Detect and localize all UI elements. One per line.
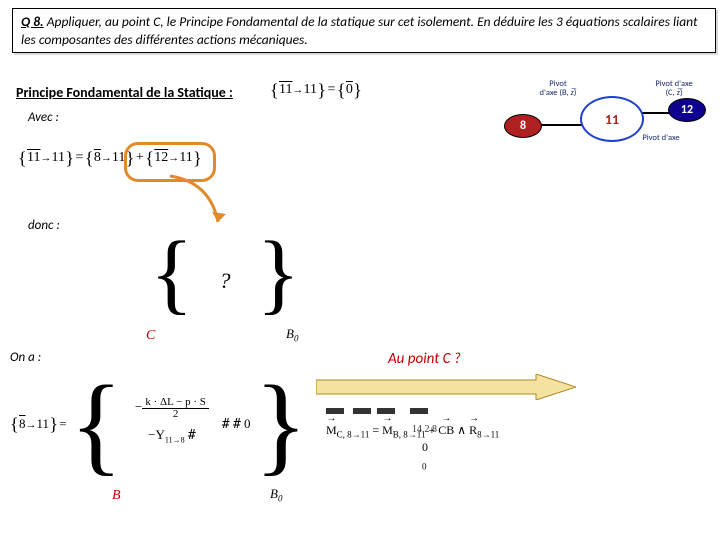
- eq1-zero: 0: [346, 82, 353, 97]
- basis-b0-label-2: B0: [270, 486, 282, 504]
- label-avec: Avec :: [28, 110, 59, 125]
- question-number: Q 8.: [21, 13, 44, 30]
- equation-decomposition: 11→11 = 8→11 + 12→11: [20, 150, 200, 166]
- node-12: 12: [668, 98, 706, 122]
- zero-sub: 00: [422, 440, 428, 471]
- basis-b0-label: B0: [286, 326, 298, 344]
- basis-c-label: C: [146, 328, 155, 344]
- label-ona: On a :: [10, 350, 41, 365]
- question-text: Appliquer, au point C, le Principe Fonda…: [21, 13, 697, 48]
- joint-label-1: Pivotd'axe (B, z̅): [530, 80, 586, 98]
- eq1-left-over: 11: [279, 82, 292, 97]
- equation-pfs-zero: 11→11 = 0: [272, 82, 360, 98]
- basis-b-label: B: [112, 488, 121, 504]
- joint-label-2: Pivot d'axe(C, z̅): [644, 80, 704, 98]
- graph-diagram: 8 11 12 Pivotd'axe (B, z̅) Pivot d'axe(C…: [496, 76, 708, 156]
- right-arrow-icon: [316, 374, 576, 400]
- torsor-8-11: 8→11 = { −k · ΔL − p · S2 −Y11→8 # # # 0…: [12, 380, 307, 468]
- edge-8-11: [538, 124, 582, 126]
- stray-numbers: 14 2 8: [412, 424, 437, 435]
- section-heading: Principe Fondamental de la Statique :: [16, 84, 233, 101]
- unknown-torsor-placeholder: { ? }: [150, 238, 300, 326]
- label-donc: donc :: [28, 218, 60, 233]
- au-point-c-label: Au point C ?: [388, 350, 461, 368]
- node-8: 8: [504, 114, 542, 138]
- question-box: Q 8. Appliquer, au point C, le Principe …: [12, 8, 716, 53]
- joint-label-3: Pivot d'axe: [626, 134, 696, 143]
